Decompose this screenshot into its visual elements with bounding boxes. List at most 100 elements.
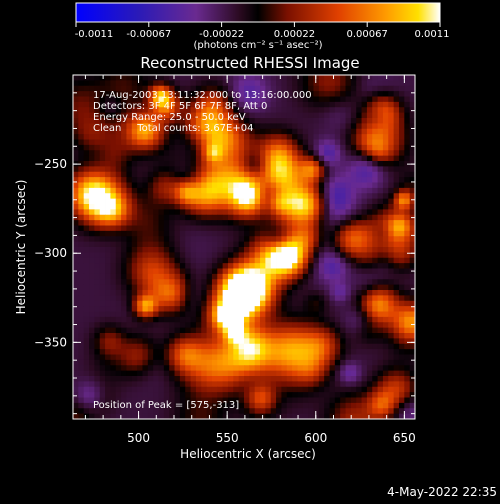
heatmap-pixel: [276, 96, 282, 103]
heatmap-pixel: [73, 273, 79, 280]
heatmap-pixel: [142, 381, 149, 388]
heatmap-pixel: [73, 85, 79, 92]
heatmap-pixel: [190, 397, 197, 404]
heatmap-pixel: [169, 247, 175, 253]
heatmap-pixel: [324, 134, 330, 140]
heatmap-pixel: [329, 252, 336, 259]
heatmap-pixel: [313, 263, 320, 269]
heatmap-pixel: [137, 204, 143, 210]
heatmap-pixel: [222, 300, 229, 307]
heatmap-pixel: [276, 144, 282, 151]
heatmap-pixel: [254, 161, 261, 167]
heatmap-pixel: [153, 316, 159, 323]
heatmap-pixel: [281, 263, 288, 269]
heatmap-pixel: [78, 381, 85, 388]
heatmap-pixel: [313, 155, 320, 162]
heatmap-pixel: [313, 182, 320, 189]
heatmap-pixel: [169, 155, 175, 162]
heatmap-pixel: [131, 284, 138, 291]
heatmap-pixel: [73, 193, 79, 200]
heatmap-pixel: [142, 252, 149, 259]
heatmap-pixel: [345, 306, 352, 312]
heatmap-pixel: [169, 241, 175, 248]
heatmap-pixel: [324, 273, 330, 280]
heatmap-pixel: [169, 85, 175, 92]
heatmap-pixel: [244, 123, 250, 130]
heatmap-pixel: [361, 155, 368, 162]
heatmap-pixel: [126, 365, 133, 372]
heatmap-pixel: [388, 204, 395, 210]
heatmap-pixel: [318, 236, 325, 243]
heatmap-pixel: [94, 408, 101, 415]
heatmap-pixel: [105, 166, 111, 173]
heatmap-pixel: [147, 338, 154, 345]
heatmap-pixel: [244, 107, 250, 114]
heatmap-pixel: [78, 75, 85, 81]
heatmap-pixel: [286, 343, 293, 350]
heatmap-pixel: [163, 386, 170, 393]
heatmap-pixel: [115, 118, 122, 124]
heatmap-pixel: [382, 214, 389, 221]
heatmap-pixel: [292, 322, 298, 329]
heatmap-pixel: [404, 112, 411, 119]
heatmap-pixel: [94, 338, 101, 345]
heatmap-pixel: [115, 139, 122, 146]
heatmap-pixel: [227, 338, 234, 345]
heatmap-pixel: [308, 225, 314, 232]
heatmap-pixel: [313, 171, 320, 178]
heatmap-pixel: [281, 198, 288, 205]
heatmap-pixel: [366, 204, 373, 210]
heatmap-pixel: [345, 220, 352, 226]
y-tick-label: −300: [34, 246, 67, 260]
heatmap-pixel: [238, 139, 245, 146]
heatmap-pixel: [281, 290, 288, 296]
heatmap-pixel: [217, 166, 224, 173]
heatmap-pixel: [217, 144, 224, 151]
heatmap-pixel: [169, 144, 175, 151]
heatmap-pixel: [153, 171, 159, 178]
heatmap-pixel: [281, 241, 288, 248]
heatmap-pixel: [94, 198, 101, 205]
heatmap-pixel: [83, 333, 90, 339]
heatmap-pixel: [137, 397, 143, 404]
heatmap-pixel: [254, 359, 261, 366]
heatmap-pixel: [249, 118, 256, 124]
heatmap-pixel: [308, 214, 314, 221]
heatmap-pixel: [211, 343, 218, 350]
heatmap-pixel: [286, 284, 293, 291]
heatmap-pixel: [356, 343, 362, 350]
heatmap-pixel: [350, 311, 357, 318]
heatmap-pixel: [404, 252, 411, 259]
heatmap-pixel: [297, 150, 304, 157]
heatmap-pixel: [217, 295, 224, 302]
heatmap-pixel: [388, 290, 395, 296]
heatmap-pixel: [158, 354, 165, 361]
heatmap-pixel: [350, 247, 357, 253]
heatmap-pixel: [201, 187, 207, 194]
heatmap-pixel: [265, 209, 272, 216]
heatmap-pixel: [350, 273, 357, 280]
heatmap-pixel: [227, 220, 234, 226]
heatmap-pixel: [115, 182, 122, 189]
heatmap-pixel: [211, 75, 218, 81]
heatmap-pixel: [233, 333, 240, 339]
heatmap-pixel: [297, 144, 304, 151]
heatmap-pixel: [404, 128, 411, 135]
heatmap-pixel: [292, 209, 298, 216]
heatmap-pixel: [195, 182, 202, 189]
heatmap-pixel: [313, 268, 320, 275]
heatmap-pixel: [83, 402, 90, 409]
heatmap-pixel: [334, 397, 341, 404]
heatmap-pixel: [99, 295, 106, 302]
heatmap-pixel: [233, 279, 240, 286]
heatmap-pixel: [409, 85, 415, 92]
heatmap-pixel: [163, 316, 170, 323]
heatmap-pixel: [179, 365, 186, 372]
heatmap-pixel: [393, 268, 400, 275]
heatmap-pixel: [345, 338, 352, 345]
heatmap-pixel: [308, 123, 314, 130]
heatmap-pixel: [179, 268, 186, 275]
heatmap-pixel: [388, 198, 395, 205]
heatmap-pixel: [238, 290, 245, 296]
heatmap-pixel: [222, 209, 229, 216]
